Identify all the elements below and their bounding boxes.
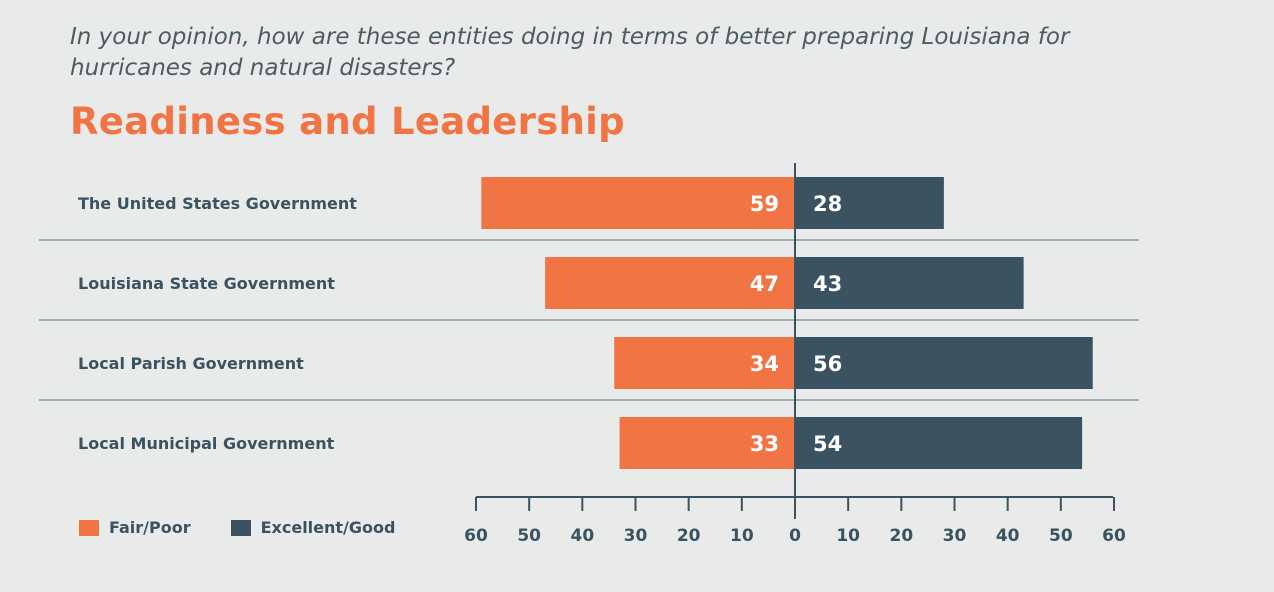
data-label-excellent-good: 43 — [813, 272, 842, 296]
data-label-excellent-good: 28 — [813, 192, 842, 216]
data-label-fair-poor: 59 — [750, 192, 779, 216]
bar-excellent-good — [795, 337, 1093, 389]
bar-fair-poor — [619, 417, 795, 469]
data-label-excellent-good: 54 — [813, 432, 842, 456]
x-tick-label: 60 — [464, 526, 488, 546]
legend-item-fair-poor: Fair/Poor — [79, 518, 191, 537]
data-label-fair-poor: 34 — [750, 352, 779, 376]
category-label: The United States Government — [78, 194, 357, 213]
x-tick-label: 20 — [677, 526, 701, 546]
bar-excellent-good — [795, 417, 1083, 469]
chart-legend: Fair/Poor Excellent/Good — [79, 518, 435, 537]
legend-swatch-excellent-good — [230, 519, 251, 536]
x-tick-label: 10 — [836, 526, 860, 546]
x-tick-label: 50 — [1049, 526, 1073, 546]
category-label: Louisiana State Government — [78, 274, 335, 293]
bar-fair-poor — [614, 337, 795, 389]
bar-fair-poor — [481, 177, 795, 229]
legend-label-fair-poor: Fair/Poor — [109, 518, 191, 537]
legend-swatch-fair-poor — [79, 519, 99, 536]
x-tick-label: 30 — [624, 526, 648, 546]
category-label: Local Municipal Government — [78, 434, 335, 453]
bar-excellent-good — [795, 177, 944, 229]
x-tick-label: 40 — [570, 526, 594, 546]
x-tick-label: 60 — [1102, 526, 1126, 546]
x-tick-label: 10 — [730, 526, 754, 546]
x-tick-label: 0 — [789, 526, 801, 546]
category-label: Local Parish Government — [78, 354, 304, 373]
x-tick-label: 40 — [996, 526, 1020, 546]
data-label-excellent-good: 56 — [813, 352, 842, 376]
bar-excellent-good — [795, 257, 1024, 309]
chart-subtitle: In your opinion, how are these entities … — [70, 24, 1070, 81]
data-label-fair-poor: 33 — [750, 432, 779, 456]
x-tick-label: 30 — [943, 526, 967, 546]
chart-title: Readiness and Leadership — [70, 100, 625, 143]
data-label-fair-poor: 47 — [750, 272, 779, 296]
legend-label-excellent-good: Excellent/Good — [260, 518, 396, 537]
bar-fair-poor — [545, 257, 795, 309]
legend-item-excellent-good: Excellent/Good — [230, 518, 396, 537]
x-tick-label: 20 — [889, 526, 913, 546]
x-tick-label: 50 — [517, 526, 541, 546]
